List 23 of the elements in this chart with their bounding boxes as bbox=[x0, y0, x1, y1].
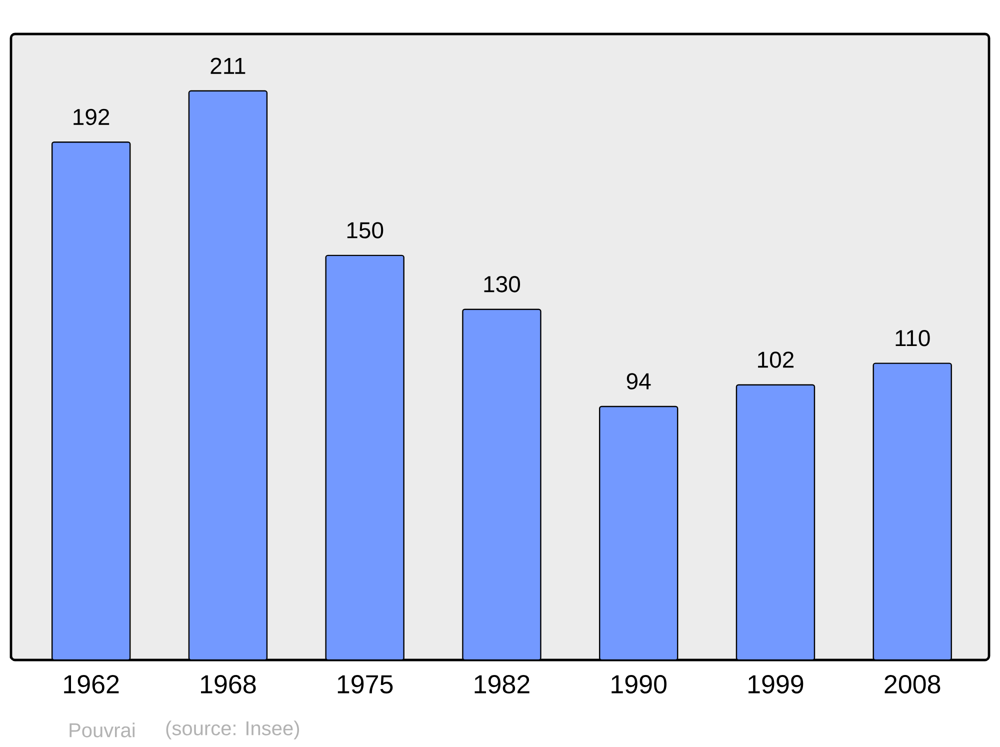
data-label: 211 bbox=[210, 58, 246, 74]
x-tick-label: 2008 bbox=[884, 675, 940, 694]
x-tick-label: 1975 bbox=[338, 675, 393, 694]
text: (source: Insee) bbox=[166, 720, 300, 740]
bar bbox=[599, 406, 678, 660]
x-tick-label: 1999 bbox=[748, 675, 804, 694]
data-label: 102 bbox=[758, 352, 794, 368]
x-tick-label: 1990 bbox=[612, 675, 666, 694]
data-label: 150 bbox=[347, 222, 384, 238]
bar bbox=[872, 362, 952, 660]
x-tick-label: 1962 bbox=[64, 675, 119, 694]
text: Pouvrai bbox=[70, 722, 134, 738]
data-label: 94 bbox=[626, 373, 651, 390]
data-label: 130 bbox=[484, 276, 520, 292]
bar bbox=[462, 308, 542, 660]
bar bbox=[325, 254, 404, 660]
data-label: 192 bbox=[74, 108, 110, 126]
x-tick-label: 1982 bbox=[474, 675, 530, 694]
x-tick-label: 1968 bbox=[201, 675, 256, 694]
bar bbox=[51, 142, 131, 660]
bar bbox=[188, 90, 268, 660]
data-label: 110 bbox=[896, 330, 930, 346]
bar bbox=[736, 384, 816, 660]
